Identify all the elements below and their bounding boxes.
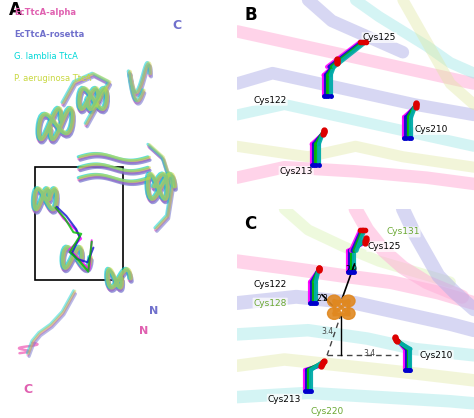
Text: C: C (23, 383, 32, 396)
Bar (35, 167, 123, 280)
Circle shape (328, 295, 341, 307)
Text: 2.9: 2.9 (346, 265, 358, 274)
Text: Cys128: Cys128 (254, 298, 287, 308)
Text: A: A (9, 1, 22, 19)
Text: Cys125: Cys125 (367, 242, 401, 251)
Text: 3.4: 3.4 (321, 327, 333, 336)
Text: 3.4: 3.4 (364, 349, 376, 358)
Circle shape (342, 308, 355, 319)
Text: G. lamblia TtcA: G. lamblia TtcA (14, 52, 78, 61)
Circle shape (342, 295, 355, 307)
Text: Cys210: Cys210 (419, 351, 453, 360)
Text: Cys122: Cys122 (254, 280, 287, 289)
Text: EcTtcA-alpha: EcTtcA-alpha (14, 8, 76, 18)
Text: 2.2: 2.2 (316, 294, 328, 303)
Text: N: N (149, 306, 158, 316)
Text: B: B (244, 6, 257, 24)
Text: N: N (139, 326, 149, 336)
Text: Cys122: Cys122 (254, 96, 287, 105)
Text: C: C (172, 19, 181, 32)
Circle shape (328, 308, 341, 319)
Text: EcTtcA-rosetta: EcTtcA-rosetta (14, 30, 84, 39)
Text: Cys213: Cys213 (268, 395, 301, 404)
Text: Cys220: Cys220 (310, 407, 344, 416)
Text: Cys131: Cys131 (386, 227, 419, 237)
Text: C: C (244, 215, 256, 233)
Text: Cys210: Cys210 (415, 125, 448, 134)
Text: Cys213: Cys213 (280, 167, 313, 176)
Text: P. aeruginosa TtcA: P. aeruginosa TtcA (14, 74, 91, 83)
Text: Cys125: Cys125 (363, 33, 396, 42)
